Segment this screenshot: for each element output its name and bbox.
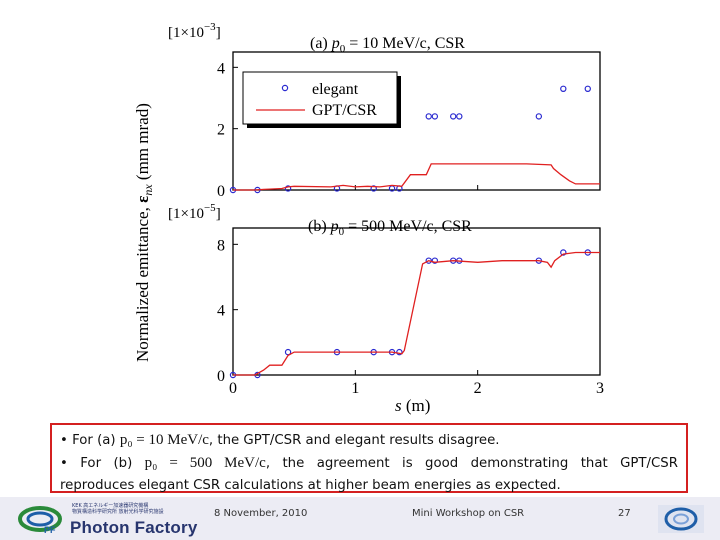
panel-a-elegant-point <box>370 185 377 192</box>
emittance-figure: 0 2 4 [1×10−3] (a) p0 = 10 MeV/c, CSR eleg… <box>133 21 604 415</box>
panel-a-elegant-point <box>535 113 543 120</box>
note-2-prefix: • For (b) <box>60 456 145 471</box>
org-subtitle-line-2: 物質構造科学研究所 放射光科学研究施設 <box>72 509 164 515</box>
panel-b-title: (b) p0 = 500 MeV/c, CSR <box>308 218 472 238</box>
photon-factory-logo: PF <box>18 506 62 534</box>
panel-a-ytick-label: 2 <box>217 122 225 139</box>
footer-event: Mini Workshop on CSR <box>412 508 525 519</box>
note-2-text: , the agreement is good demonstrating th… <box>265 456 678 471</box>
panel-a-elegant-point <box>584 85 591 93</box>
legend-box <box>242 71 398 125</box>
panel-a-elegant-point <box>456 113 463 120</box>
org-subtitle-line-1: KEK 高エネルギー加速器研究機構 <box>72 503 149 509</box>
note-line-1: • For (a) p₀ = 10 MeV/c, the GPT/CSR and… <box>60 429 678 452</box>
page-number: 27 <box>618 508 631 519</box>
panel-b-ytick-label: 0 <box>217 368 225 385</box>
panel-a-plot-frame <box>232 51 601 191</box>
panel-b-xtick-label: 0 <box>229 380 237 397</box>
panel-b-gpt-csr-line <box>233 251 600 376</box>
panel-a: 0 2 4 [1×10−3] (a) p0 = 10 MeV/c, CSR eleg… <box>168 21 601 200</box>
note-1-math: p₀ = 10 MeV/c <box>119 432 209 448</box>
kek-logo <box>658 505 704 533</box>
panel-b-xtick-label: 3 <box>596 380 604 397</box>
org-subtitle: KEK 高エネルギー加速器研究機構 物質構造科学研究所 放射光科学研究施設 <box>72 503 192 515</box>
panel-a-elegant-point <box>425 113 432 120</box>
panel-a-title: (a) p0 = 10 MeV/c, CSR <box>310 35 465 55</box>
panel-b-elegant-point <box>431 257 439 264</box>
note-1-text: , the GPT/CSR and elegant results disagr… <box>208 433 500 448</box>
legend: elegant GPT/CSR <box>242 71 401 128</box>
panel-b: 0 4 8 0 1 2 3 [1×10−5] (b) p0 = 500 MeV/c, CS… <box>168 202 604 415</box>
panel-b-xtick-label: 1 <box>351 380 359 397</box>
panel-a-ytick-label: 0 <box>217 183 225 200</box>
legend-elegant-marker <box>281 84 289 92</box>
panel-b-elegant-point <box>560 249 567 256</box>
panel-b-ytick-label: 4 <box>217 303 225 320</box>
panel-a-elegant-point <box>284 185 292 192</box>
panel-b-ytick-label: 8 <box>217 237 225 254</box>
panel-b-elegant-point <box>425 257 432 264</box>
legend-elegant-label: elegant <box>312 81 359 98</box>
panel-a-elegant-point <box>450 113 457 120</box>
note-line-2: • For (b) p₀ = 500 MeV/c, the agreement … <box>60 452 678 475</box>
panel-b-multiplier: [1×10−5] <box>168 202 221 222</box>
y-axis-label: Normalized emittance, εnx (mm mrad) <box>133 103 155 362</box>
panel-a-gpt-csr-line <box>233 163 600 191</box>
panel-a-ytick-label: 4 <box>217 60 225 77</box>
notes-box: • For (a) p₀ = 10 MeV/c, the GPT/CSR and… <box>50 423 688 493</box>
x-axis-label: s (m) <box>395 396 430 415</box>
panel-b-elegant-point <box>396 348 403 356</box>
panel-b-xtick-label: 2 <box>474 380 482 397</box>
panel-b-plot-frame <box>232 227 601 376</box>
footer-bar: PF KEK 高エネルギー加速器研究機構 物質構造科学研究所 放射光科学研究施設… <box>0 497 720 540</box>
legend-gpt-label: GPT/CSR <box>312 102 377 119</box>
footer-date: 8 November, 2010 <box>214 508 308 519</box>
panel-a-elegant-point <box>560 85 567 93</box>
note-line-3: reproduces elegant CSR calculations at h… <box>60 478 561 493</box>
svg-text:PF: PF <box>44 525 56 534</box>
note-2-math: p₀ = 500 MeV/c <box>144 455 266 471</box>
panel-a-multiplier: [1×10−3] <box>168 21 221 41</box>
org-name: Photon Factory <box>70 518 198 537</box>
note-1-prefix: • For (a) <box>60 433 120 448</box>
panel-a-elegant-point <box>431 113 439 120</box>
